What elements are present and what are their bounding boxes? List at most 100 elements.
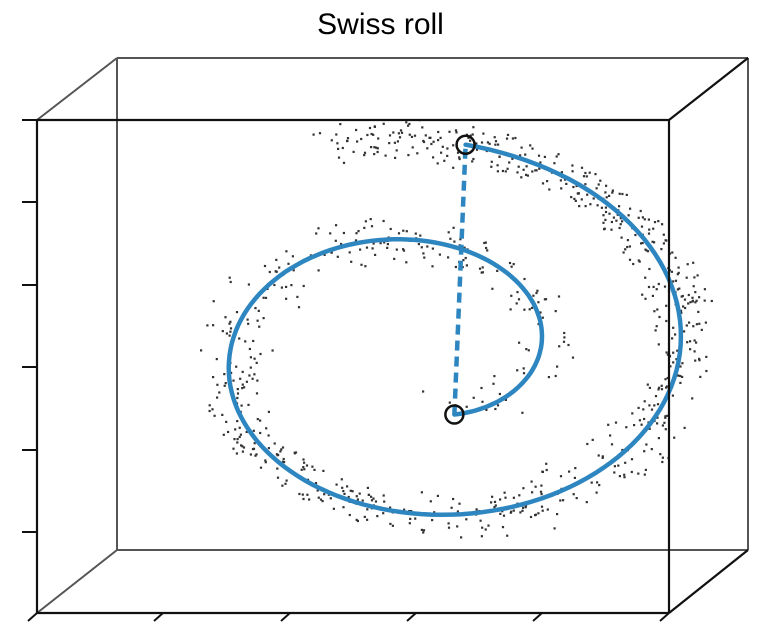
data-point: [254, 454, 257, 457]
data-point: [337, 147, 340, 150]
data-point: [420, 246, 423, 249]
data-point: [568, 470, 571, 473]
data-point: [571, 164, 574, 167]
data-point: [405, 230, 408, 233]
data-point: [365, 246, 369, 249]
data-point: [392, 131, 395, 134]
data-point: [233, 438, 236, 441]
data-point: [693, 350, 696, 353]
data-point: [612, 216, 615, 219]
data-point: [405, 121, 408, 124]
data-point: [386, 243, 389, 246]
data-point: [641, 293, 644, 296]
data-point: [359, 248, 362, 251]
data-point: [575, 497, 578, 500]
data-point: [611, 191, 614, 194]
data-point: [610, 443, 614, 446]
data-point: [469, 134, 472, 137]
data-point: [555, 155, 558, 158]
geodesic-path: [226, 142, 684, 518]
data-point: [361, 499, 364, 502]
data-point: [282, 457, 285, 461]
data-point: [618, 192, 621, 195]
data-point: [689, 301, 692, 304]
axis-ticks: [22, 119, 670, 622]
data-point: [238, 337, 241, 340]
data-point: [346, 485, 349, 488]
data-point: [335, 133, 338, 136]
data-point: [206, 324, 209, 327]
data-point: [240, 404, 243, 407]
data-point: [452, 166, 455, 169]
data-point: [302, 284, 305, 288]
data-point: [248, 374, 251, 377]
data-point: [530, 480, 533, 483]
data-point: [613, 471, 616, 474]
data-point: [215, 358, 218, 361]
data-point: [621, 220, 624, 223]
data-point: [232, 447, 235, 450]
data-point: [258, 325, 261, 328]
data-point: [625, 426, 628, 429]
data-point: [498, 392, 501, 396]
data-point: [595, 491, 598, 494]
data-point: [696, 274, 699, 277]
data-point: [398, 136, 402, 139]
data-point: [366, 518, 369, 521]
data-point: [537, 154, 541, 157]
data-point: [227, 430, 230, 434]
data-point: [373, 125, 376, 128]
data-point: [546, 180, 549, 183]
data-point: [351, 490, 354, 493]
data-point: [332, 507, 335, 510]
geodesic-layer: [226, 134, 684, 518]
data-point: [432, 140, 435, 143]
data-point: [543, 298, 546, 301]
data-point: [221, 330, 224, 333]
data-point: [440, 151, 443, 154]
data-point: [631, 412, 634, 415]
data-point: [455, 131, 458, 134]
data-point: [641, 216, 644, 219]
data-point: [685, 324, 688, 327]
data-point: [688, 321, 691, 324]
data-point: [656, 422, 659, 425]
data-point: [421, 126, 424, 129]
data-point: [691, 397, 694, 400]
data-point: [253, 357, 256, 360]
box-depth-bottom-right: [668, 549, 749, 614]
data-point: [672, 326, 675, 329]
data-point: [601, 455, 604, 458]
data-point: [698, 357, 701, 360]
data-point: [537, 301, 540, 304]
data-point: [669, 365, 672, 368]
data-point: [664, 416, 667, 419]
data-point: [586, 442, 589, 446]
data-point: [498, 155, 501, 158]
data-point: [674, 256, 677, 259]
data-point: [383, 500, 386, 503]
data-point: [540, 505, 544, 508]
data-point: [637, 406, 640, 409]
data-point: [637, 216, 640, 219]
data-point: [426, 245, 429, 248]
data-point: [291, 255, 294, 258]
data-point: [305, 464, 309, 467]
data-point: [503, 491, 506, 494]
data-point: [454, 129, 458, 132]
data-point: [632, 262, 635, 266]
data-point: [472, 126, 475, 129]
box-back-edges: [36, 57, 749, 614]
data-point: [371, 247, 374, 250]
data-point: [254, 307, 257, 310]
data-point: [301, 493, 304, 496]
data-point: [657, 437, 660, 440]
data-point: [676, 349, 679, 352]
data-point: [446, 147, 449, 150]
data-point: [656, 403, 660, 406]
data-point: [653, 221, 657, 224]
data-point: [431, 247, 434, 250]
data-point: [710, 299, 713, 303]
data-point: [370, 132, 373, 136]
data-point: [302, 497, 305, 501]
